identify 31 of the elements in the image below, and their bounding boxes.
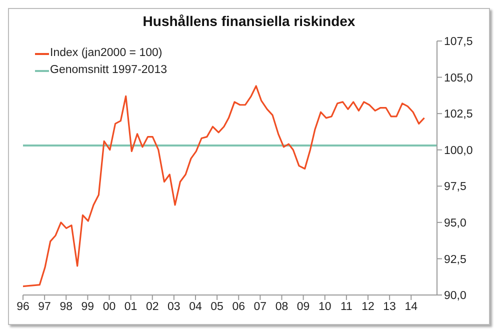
x-tick-label: 01 (124, 301, 138, 314)
y-tick-label: 95,0 (444, 218, 466, 230)
line-series (23, 85, 426, 288)
legend-label: Genomsnitt 1997-2013 (50, 63, 167, 78)
y-tick-label: 105,0 (444, 72, 473, 84)
x-tick-label: 98 (60, 301, 73, 314)
x-tick-label: 10 (318, 301, 332, 314)
x-tick-label: 11 (340, 301, 352, 314)
y-tick-label: 107,5 (444, 36, 473, 48)
x-tick-label: 00 (102, 301, 116, 314)
x-tick-label: 12 (362, 301, 374, 314)
x-tick-label: 08 (275, 301, 288, 314)
x-tick-label: 06 (232, 301, 246, 314)
y-tick-label: 90,0 (444, 290, 466, 302)
x-tick-label: 13 (383, 301, 396, 314)
legend-label: Index (jan2000 = 100) (50, 46, 162, 61)
x-tick-label: 07 (254, 301, 267, 314)
y-tick-label: 97,5 (444, 181, 466, 194)
y-tick-label: 100,0 (444, 144, 473, 157)
x-tick-label: 09 (296, 301, 310, 314)
x-tick-label: 05 (210, 301, 224, 314)
y-tick-label: 102,5 (444, 108, 473, 121)
chart-title: Hushållens finansiella riskindex (142, 13, 356, 31)
x-tick-label: 04 (189, 301, 202, 314)
x-tick-label: 03 (168, 301, 180, 314)
x-tick-label: 96 (16, 301, 30, 314)
x-tick-label: 02 (146, 301, 159, 314)
y-tick-label: 92,5 (444, 254, 466, 266)
x-tick-label: 99 (81, 301, 94, 314)
x-tick-label: 97 (38, 301, 51, 314)
x-tick-label: 14 (404, 301, 418, 314)
